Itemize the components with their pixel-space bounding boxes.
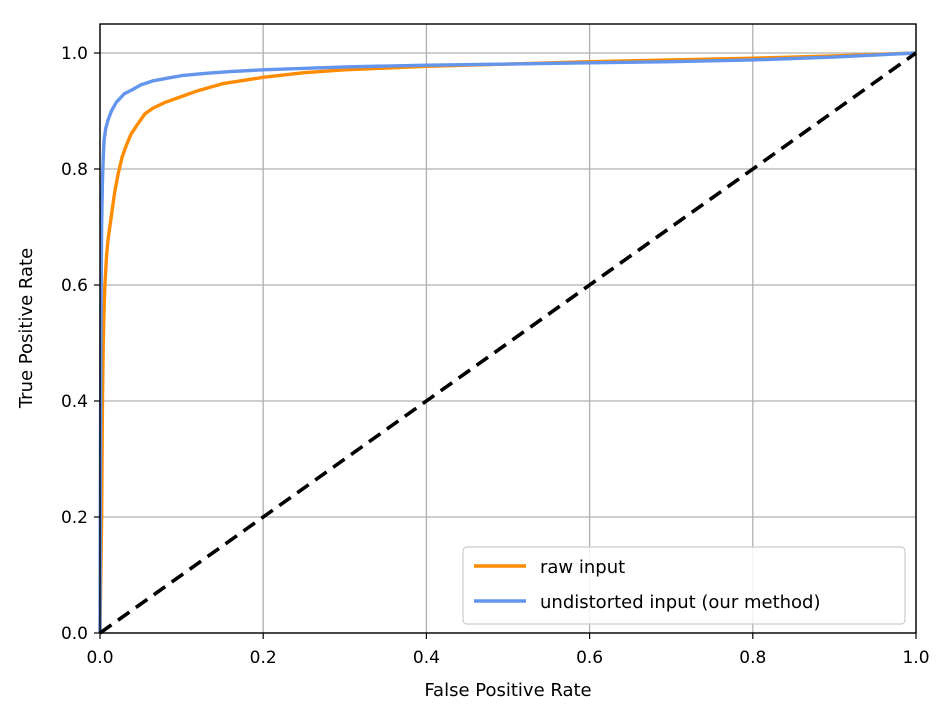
x-tick-label: 0.4 (413, 648, 440, 668)
x-axis-label: False Positive Rate (424, 680, 591, 701)
legend-label-raw-input: raw input (540, 557, 625, 578)
grid (99, 24, 917, 634)
undistorted-input-line (98, 51, 917, 634)
y-tick-label: 0.6 (61, 276, 88, 296)
x-tick-label: 0.6 (576, 648, 603, 668)
y-tick-label: 0.4 (61, 392, 88, 412)
legend: raw input undistorted input (our method) (462, 546, 906, 625)
axis-ticks: 0.0 0.2 0.4 0.6 0.8 1.0 0.0 0.2 0.4 0.6 0.8 1.0 (61, 44, 930, 668)
x-tick-label: 0.2 (250, 648, 277, 668)
y-tick-label: 0.0 (61, 624, 88, 644)
x-tick-label: 0.0 (86, 648, 113, 668)
plot-frame (99, 23, 917, 634)
x-tick-label: 0.8 (739, 648, 766, 668)
y-axis-label: True Positive Rate (16, 248, 37, 409)
x-tick-label: 1.0 (902, 648, 929, 668)
y-tick-label: 0.2 (61, 508, 88, 528)
legend-box (462, 546, 906, 625)
legend-label-undistorted-input: undistorted input (our method) (540, 592, 821, 613)
raw-input-line (98, 51, 917, 634)
y-tick-label: 0.8 (61, 160, 88, 180)
chance-diagonal-line (98, 51, 918, 635)
series-group (98, 51, 918, 635)
y-tick-label: 1.0 (61, 44, 88, 64)
